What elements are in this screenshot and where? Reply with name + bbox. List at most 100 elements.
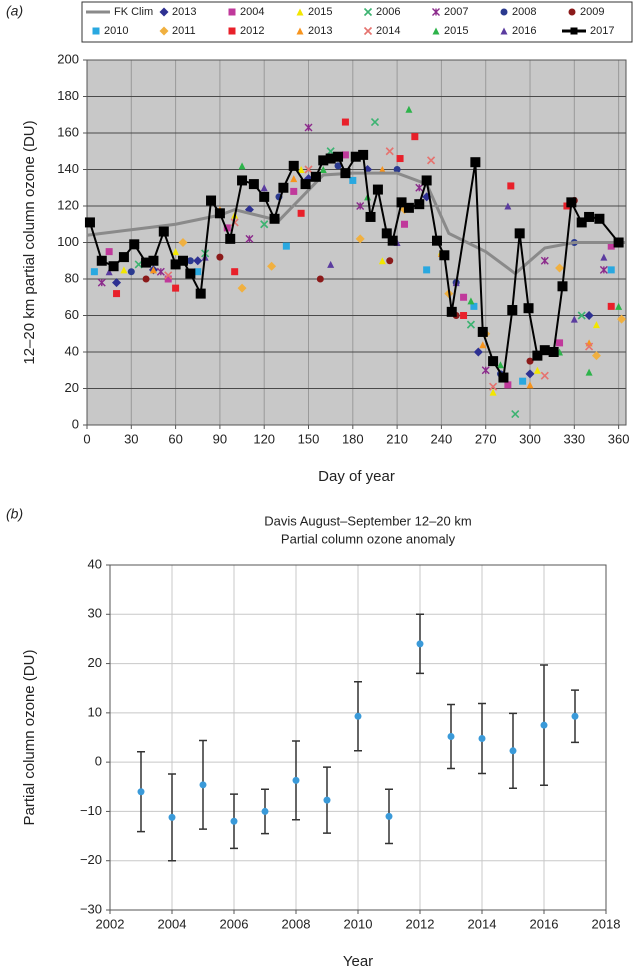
marker bbox=[341, 151, 349, 159]
marker bbox=[349, 176, 357, 184]
marker bbox=[607, 242, 615, 250]
marker bbox=[566, 197, 577, 208]
y-tick-label: 200 bbox=[57, 51, 79, 66]
marker bbox=[592, 321, 600, 329]
marker bbox=[540, 256, 549, 265]
marker bbox=[523, 303, 534, 314]
point bbox=[199, 781, 207, 789]
legend-label: 2015 bbox=[308, 6, 332, 18]
legend-label: 2014 bbox=[376, 25, 400, 37]
x-tick-label: 60 bbox=[168, 431, 182, 446]
y-tick-label: 20 bbox=[65, 380, 79, 395]
marker bbox=[113, 290, 121, 298]
marker bbox=[296, 8, 304, 16]
marker bbox=[290, 187, 298, 195]
y-tick-label: 10 bbox=[88, 704, 102, 719]
marker bbox=[225, 233, 236, 244]
marker bbox=[288, 160, 299, 171]
marker bbox=[300, 179, 311, 190]
point bbox=[168, 813, 176, 821]
marker bbox=[358, 149, 369, 160]
y-tick-label: 160 bbox=[57, 124, 79, 139]
marker bbox=[105, 248, 113, 256]
marker bbox=[327, 260, 335, 268]
marker bbox=[282, 242, 290, 250]
marker bbox=[118, 252, 129, 263]
marker bbox=[185, 268, 196, 279]
marker bbox=[555, 263, 565, 273]
x-tick-label: 360 bbox=[608, 431, 630, 446]
point bbox=[137, 788, 145, 796]
marker bbox=[396, 155, 404, 163]
marker bbox=[96, 255, 107, 266]
marker bbox=[532, 350, 543, 361]
marker bbox=[393, 166, 401, 173]
x-tick-label: 270 bbox=[475, 431, 497, 446]
y-tick-label: 60 bbox=[65, 307, 79, 322]
x-tick-label: 2012 bbox=[406, 916, 435, 931]
marker bbox=[498, 372, 509, 383]
marker bbox=[617, 314, 627, 324]
marker bbox=[431, 235, 442, 246]
x-tick-label: 120 bbox=[253, 431, 275, 446]
marker bbox=[159, 26, 169, 36]
marker bbox=[584, 311, 594, 320]
marker bbox=[356, 202, 365, 210]
marker bbox=[500, 27, 508, 35]
marker bbox=[600, 253, 608, 261]
point bbox=[230, 817, 238, 825]
point bbox=[478, 734, 486, 742]
marker bbox=[599, 265, 608, 274]
marker bbox=[112, 278, 122, 288]
marker bbox=[577, 311, 586, 320]
point bbox=[509, 747, 517, 755]
y-tick-label: 0 bbox=[95, 754, 102, 769]
marker bbox=[310, 171, 321, 182]
marker bbox=[519, 377, 527, 385]
legend-label: 2011 bbox=[172, 25, 196, 37]
marker bbox=[195, 288, 206, 299]
point bbox=[447, 733, 455, 741]
x-axis-label: Year bbox=[343, 953, 373, 967]
marker bbox=[387, 235, 398, 246]
marker bbox=[304, 123, 313, 132]
marker bbox=[557, 281, 568, 292]
marker bbox=[178, 238, 188, 247]
legend-label: 2013 bbox=[172, 6, 196, 18]
marker bbox=[615, 302, 623, 310]
marker bbox=[231, 268, 239, 276]
marker bbox=[403, 202, 414, 213]
x-tick-label: 2008 bbox=[282, 916, 311, 931]
marker bbox=[156, 267, 165, 276]
marker bbox=[316, 275, 324, 283]
marker bbox=[378, 257, 386, 265]
marker bbox=[526, 357, 534, 365]
legend-label: 2015 bbox=[444, 25, 468, 37]
point bbox=[416, 640, 424, 648]
y-tick-label: 0 bbox=[72, 416, 79, 431]
marker bbox=[127, 268, 135, 276]
marker bbox=[260, 220, 269, 229]
marker bbox=[134, 260, 143, 269]
marker bbox=[539, 345, 550, 356]
marker bbox=[278, 182, 289, 193]
marker bbox=[148, 255, 159, 266]
marker bbox=[570, 315, 578, 323]
marker bbox=[237, 175, 248, 186]
x-tick-label: 2016 bbox=[530, 916, 559, 931]
marker bbox=[460, 293, 468, 301]
x-tick-label: 240 bbox=[431, 431, 453, 446]
marker bbox=[411, 133, 419, 141]
marker bbox=[489, 382, 498, 391]
x-tick-label: 210 bbox=[386, 431, 408, 446]
marker bbox=[363, 26, 373, 36]
x-tick-label: 90 bbox=[213, 431, 227, 446]
y-tick-label: 120 bbox=[57, 197, 79, 212]
x-tick-label: 330 bbox=[563, 431, 585, 446]
marker bbox=[466, 320, 476, 329]
marker bbox=[142, 275, 150, 283]
y-tick-label: −30 bbox=[80, 901, 102, 916]
marker bbox=[439, 250, 450, 261]
marker bbox=[248, 179, 259, 190]
marker bbox=[341, 118, 349, 126]
